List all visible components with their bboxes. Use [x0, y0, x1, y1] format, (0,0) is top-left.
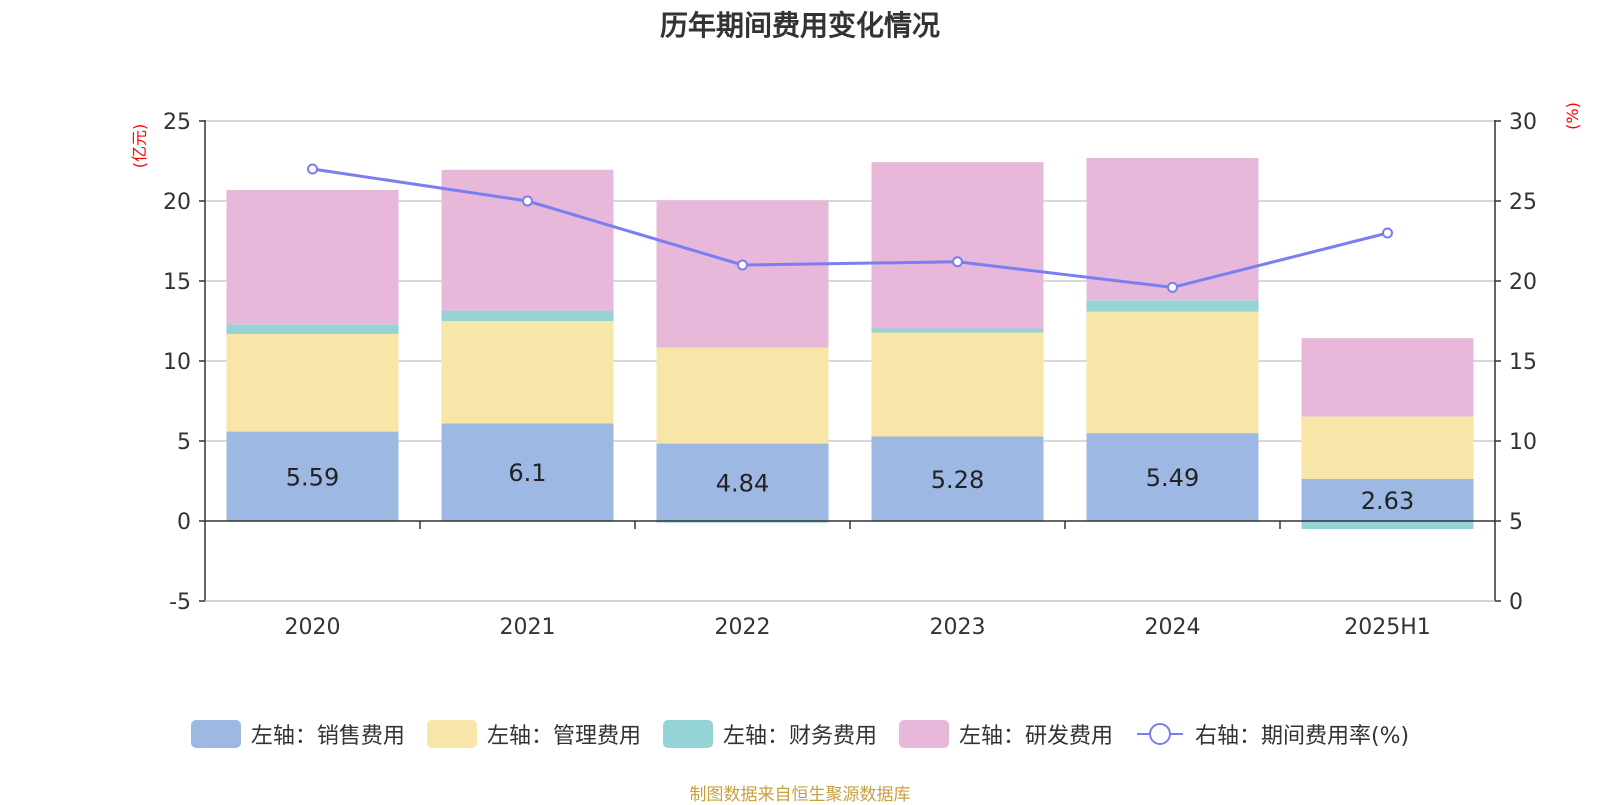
- bar-data-label: 5.28: [931, 466, 984, 494]
- bar-admin: [1086, 311, 1259, 434]
- bar-sales: [656, 443, 829, 521]
- legend-item-admin[interactable]: 左轴：管理费用: [426, 718, 641, 750]
- x-tick-label: 2022: [715, 615, 771, 640]
- bar-sales: [226, 431, 399, 521]
- x-tick-label: 2024: [1145, 615, 1201, 640]
- bar-data-label: 2.63: [1361, 487, 1414, 515]
- legend-item-sales[interactable]: 左轴：销售费用: [190, 718, 405, 750]
- y-right-tick-label: 25: [1509, 190, 1537, 215]
- bar-data-label: 5.49: [1146, 464, 1199, 492]
- y-right-tick-label: 20: [1509, 270, 1537, 295]
- x-tick-label: 2023: [930, 615, 986, 640]
- bar-admin: [1301, 416, 1474, 479]
- bar-finance: [226, 324, 399, 334]
- x-tick-label: 2020: [285, 615, 341, 640]
- y-left-tick-label: 20: [163, 190, 191, 215]
- bar-admin: [656, 347, 829, 444]
- legend-swatch-admin: [426, 720, 477, 748]
- y-left-tick-label: 10: [163, 350, 191, 375]
- legend-swatch-rd: [898, 720, 949, 748]
- bar-rd: [656, 200, 829, 348]
- bar-data-label: 4.84: [716, 469, 769, 497]
- bar-admin: [871, 332, 1044, 437]
- bar-rd: [871, 162, 1044, 329]
- chart-title: 历年期间费用变化情况: [659, 9, 940, 42]
- y-right-tick-label: 10: [1509, 430, 1537, 455]
- source-note: 制图数据来自恒生聚源数据库: [689, 785, 911, 805]
- bar-admin: [441, 321, 614, 424]
- y-right-tick-label: 5: [1509, 510, 1523, 535]
- y-right-axis-label: (%): [1563, 102, 1582, 130]
- legend-swatch-rate: [1136, 723, 1183, 745]
- legend-label-rate: 右轴：期间费用率(%): [1194, 724, 1410, 749]
- legend-swatch-sales: [190, 720, 241, 748]
- rate-point: [952, 256, 963, 268]
- bar-admin: [226, 333, 399, 432]
- bar-rd: [1301, 338, 1474, 417]
- bar-data-label: 6.1: [508, 459, 546, 487]
- bar-sales: [441, 423, 614, 521]
- legend-label-finance: 左轴：财务费用: [722, 724, 877, 749]
- rate-point: [307, 163, 318, 175]
- x-tick-label: 2021: [500, 615, 556, 640]
- legend-swatch-finance: [662, 720, 713, 748]
- rate-point: [1167, 281, 1178, 293]
- bar-finance: [656, 521, 829, 523]
- legend-label-admin: 左轴：管理费用: [486, 724, 641, 749]
- legend-label-sales: 左轴：销售费用: [250, 724, 405, 749]
- bar-rd: [226, 189, 399, 325]
- bar-finance: [871, 328, 1044, 333]
- rate-line: [312, 167, 1388, 289]
- rate-point: [1382, 227, 1393, 239]
- bar-data-label: 5.59: [286, 463, 339, 491]
- bar-sales: [871, 436, 1044, 521]
- y-left-tick-label: 15: [163, 270, 191, 295]
- legend-item-rate[interactable]: 右轴：期间费用率(%): [1135, 718, 1409, 750]
- bar-finance: [1086, 300, 1259, 312]
- x-tick-label: 2025H1: [1344, 615, 1431, 640]
- y-right-tick-label: 0: [1509, 590, 1523, 615]
- legend-item-rd[interactable]: 左轴：研发费用: [898, 718, 1113, 750]
- y-left-tick-label: 5: [177, 430, 191, 455]
- rate-point: [522, 195, 533, 207]
- y-right-tick-label: 30: [1509, 110, 1537, 135]
- legend-label-rd: 左轴：研发费用: [958, 724, 1113, 749]
- bar-finance: [1301, 521, 1474, 529]
- y-left-tick-label: 0: [177, 510, 191, 535]
- bar-sales: [1086, 433, 1259, 521]
- legend-item-finance[interactable]: 左轴：财务费用: [662, 718, 877, 750]
- legend: 左轴：销售费用 左轴：管理费用 左轴：财务费用 左轴：研发费用 右轴：期间费用率…: [0, 718, 1600, 750]
- bar-sales: [1301, 478, 1474, 521]
- y-left-axis-label: (亿元): [130, 124, 149, 169]
- y-left-tick-label: -5: [169, 590, 191, 615]
- bar-finance: [441, 310, 614, 321]
- y-right-tick-label: 15: [1509, 350, 1537, 375]
- rate-point: [737, 259, 748, 271]
- bar-rd: [1086, 157, 1259, 301]
- y-left-tick-label: 25: [163, 110, 191, 135]
